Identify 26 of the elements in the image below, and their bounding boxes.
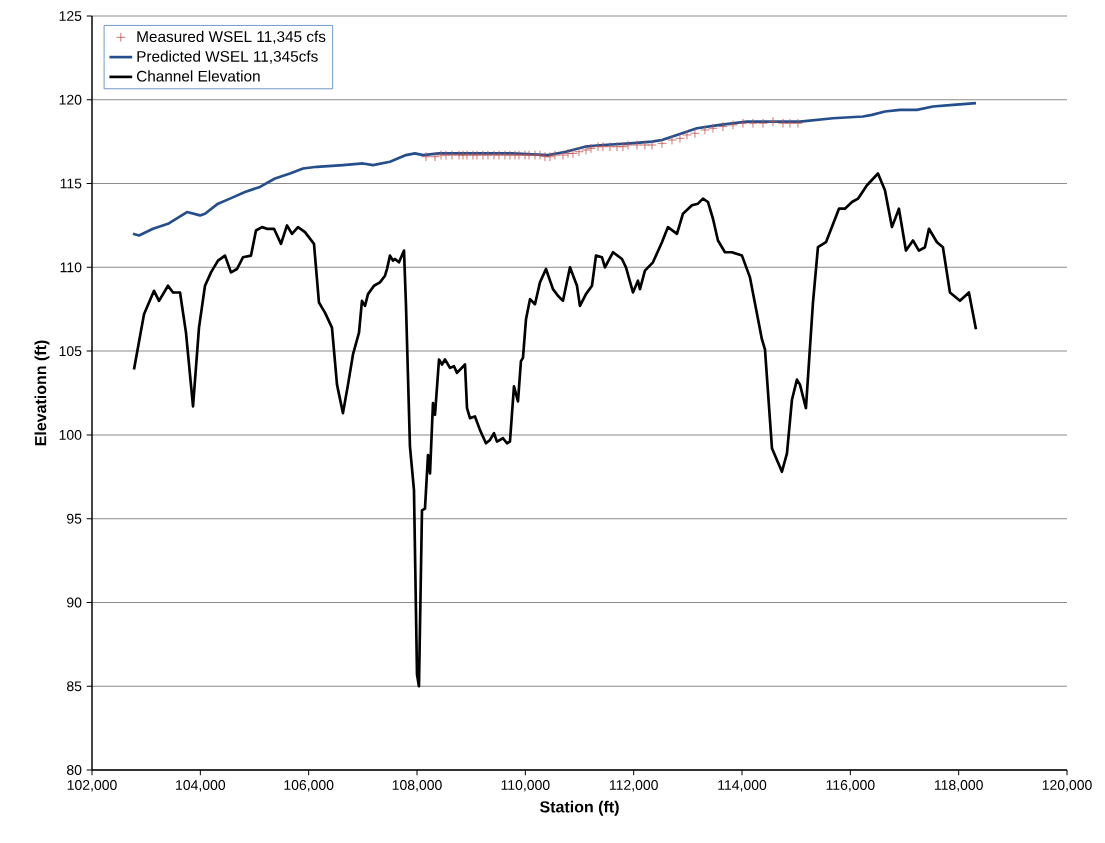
- x-tick-label: 110,000: [501, 780, 550, 792]
- x-tick-label: 116,000: [826, 780, 875, 792]
- x-axis-title: Station (ft): [539, 800, 619, 816]
- legend-label: Predicted WSEL 11,345cfs: [137, 50, 318, 64]
- x-tick-label: 108,000: [392, 780, 442, 792]
- x-tick-label: 118,000: [934, 780, 983, 792]
- x-tick-label: 102,000: [67, 780, 117, 792]
- x-tick-label: 104,000: [176, 780, 226, 792]
- y-tick-label: 95: [67, 513, 82, 524]
- line-series: [132, 172, 978, 688]
- legend-label: Channel Elevation: [136, 70, 260, 82]
- y-tick-label: 115: [60, 178, 82, 189]
- x-tick-label: 120,000: [1042, 780, 1092, 792]
- y-axis-title: Elevationn (ft): [34, 340, 50, 446]
- x-tick-label: 114,000: [718, 780, 767, 792]
- x-tick-label: 106,000: [284, 780, 334, 792]
- y-tick-label: 90: [67, 597, 82, 608]
- y-tick-label: 85: [66, 681, 82, 692]
- y-tick-label: 80: [66, 765, 82, 775]
- y-tick-label: 125: [59, 11, 82, 21]
- y-tick-label: 105: [59, 346, 82, 357]
- legend-label: Measured WSEL 11,345 cfs: [137, 30, 326, 44]
- x-tick-label: 112,000: [609, 780, 658, 792]
- y-tick-label: 120: [59, 94, 82, 105]
- y-tick-label: 100: [59, 429, 82, 440]
- y-tick-label: 110: [60, 262, 82, 273]
